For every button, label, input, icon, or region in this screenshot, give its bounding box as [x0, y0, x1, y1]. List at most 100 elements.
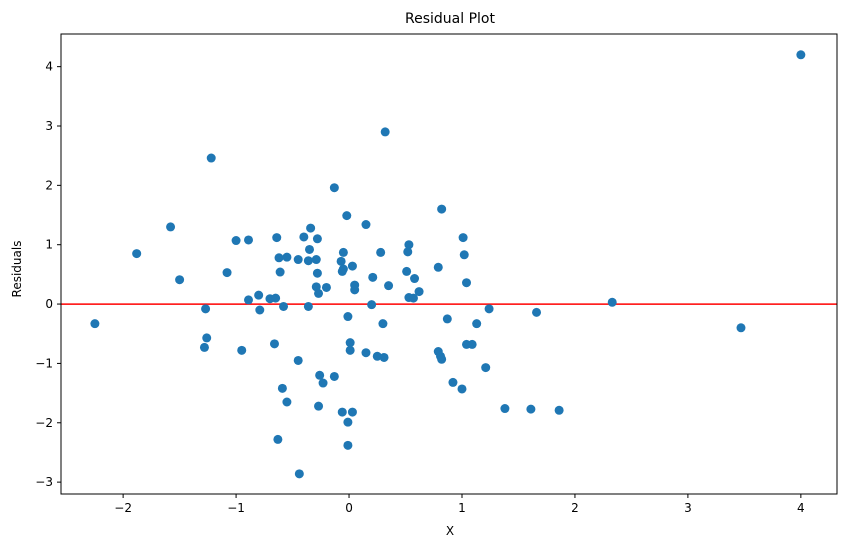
y-tick-label: −3: [35, 475, 53, 489]
scatter-point: [437, 354, 447, 364]
scatter-point: [372, 351, 382, 361]
scatter-point: [532, 307, 542, 317]
scatter-point: [201, 304, 211, 314]
scatter-point: [271, 293, 281, 303]
scatter-point: [343, 312, 353, 322]
scatter-point: [303, 301, 313, 311]
y-tick-label: 3: [45, 119, 53, 133]
scatter-point: [408, 293, 418, 303]
scatter-point: [329, 371, 339, 381]
x-tick-label: 0: [345, 501, 353, 515]
scatter-point: [311, 255, 321, 265]
scatter-point: [202, 333, 212, 343]
scatter-point: [314, 401, 324, 411]
chart-title: Residual Plot: [405, 11, 495, 27]
scatter-point: [368, 272, 378, 282]
scatter-point: [457, 384, 467, 394]
scatter-point: [414, 287, 424, 297]
scatter-point: [347, 407, 357, 417]
scatter-point: [222, 268, 232, 278]
scatter-point: [459, 250, 469, 260]
scatter-point: [269, 339, 279, 349]
scatter-point: [437, 204, 447, 214]
scatter-point: [244, 295, 254, 305]
scatter-point: [736, 323, 746, 333]
scatter-point: [554, 405, 564, 415]
scatter-point: [378, 319, 388, 329]
scatter-point: [293, 355, 303, 365]
x-tick-label: 4: [797, 501, 805, 515]
scatter-point: [237, 345, 247, 355]
scatter-point: [318, 378, 328, 388]
y-axis-label: Residuals: [10, 241, 24, 298]
scatter-point: [273, 434, 283, 444]
scatter-point: [279, 301, 289, 311]
scatter-point: [338, 247, 348, 257]
scatter-point: [199, 342, 209, 352]
scatter-point: [402, 266, 412, 276]
scatter-point: [132, 249, 142, 259]
scatter-point: [410, 274, 420, 284]
y-tick-label: −1: [35, 356, 53, 370]
scatter-point: [448, 377, 458, 387]
scatter-point: [462, 278, 472, 288]
scatter-point: [293, 255, 303, 265]
y-tick-label: 1: [45, 238, 53, 252]
x-tick-label: 1: [458, 501, 466, 515]
scatter-point: [166, 222, 176, 232]
scatter-point: [500, 404, 510, 414]
y-tick-label: 2: [45, 178, 53, 192]
scatter-point: [350, 285, 360, 295]
scatter-point: [282, 252, 292, 262]
scatter-point: [175, 275, 185, 285]
scatter-point: [274, 253, 284, 263]
scatter-point: [275, 267, 285, 277]
scatter-point: [526, 404, 536, 414]
scatter-point: [607, 297, 617, 307]
scatter-point: [379, 352, 389, 362]
scatter-point: [361, 348, 371, 358]
scatter-point: [272, 233, 282, 243]
scatter-point: [458, 233, 468, 243]
scatter-point: [380, 127, 390, 137]
scatter-point: [329, 183, 339, 193]
scatter-point: [254, 290, 264, 300]
scatter-point: [231, 236, 241, 246]
scatter-point: [342, 211, 352, 221]
scatter-point: [299, 232, 309, 242]
scatter-point: [244, 235, 254, 245]
scatter-point: [384, 281, 394, 291]
scatter-point: [343, 440, 353, 450]
scatter-point: [312, 234, 322, 244]
scatter-point: [481, 363, 491, 373]
scatter-point: [305, 244, 315, 254]
scatter-point: [367, 300, 377, 310]
y-tick-label: −2: [35, 416, 53, 430]
scatter-point: [345, 345, 355, 355]
scatter-point: [472, 319, 482, 329]
scatter-point: [347, 261, 357, 271]
x-tick-label: −1: [227, 501, 245, 515]
scatter-point: [338, 264, 348, 274]
scatter-point: [282, 397, 292, 407]
scatter-point: [796, 50, 806, 60]
scatter-point: [336, 256, 346, 266]
scatter-point: [303, 256, 313, 266]
scatter-point: [442, 314, 452, 324]
scatter-point: [255, 305, 265, 315]
scatter-point: [345, 338, 355, 348]
scatter-point: [206, 153, 216, 163]
x-tick-label: 2: [571, 501, 579, 515]
scatter-point: [403, 247, 413, 257]
scatter-point: [321, 282, 331, 292]
x-tick-label: 3: [684, 501, 692, 515]
scatter-point: [294, 469, 304, 479]
y-tick-label: 0: [45, 297, 53, 311]
scatter-point: [361, 220, 371, 230]
y-tick-label: 4: [45, 60, 53, 74]
scatter-point: [433, 262, 443, 272]
scatter-point: [306, 223, 316, 233]
scatter-point: [312, 268, 322, 278]
